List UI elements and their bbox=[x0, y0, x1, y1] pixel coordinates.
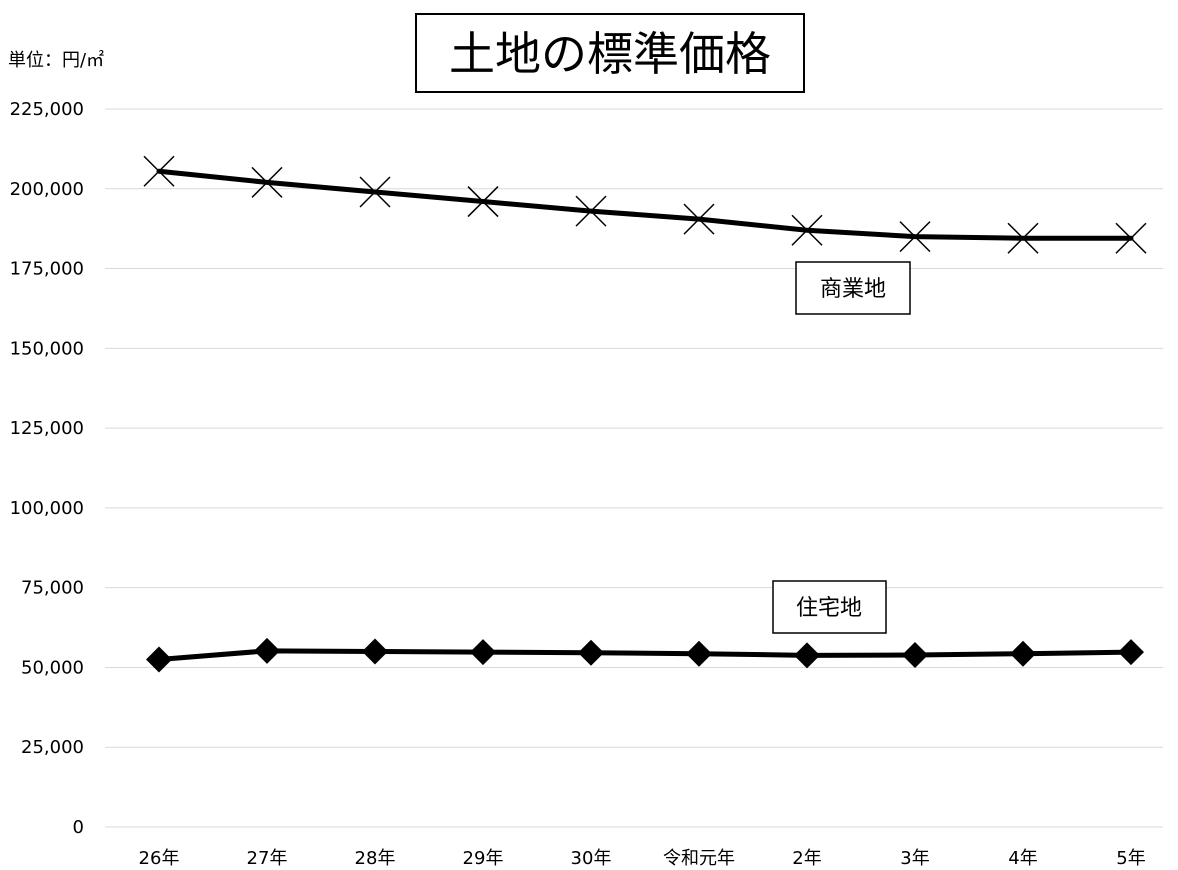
data-point-diamond-marker bbox=[470, 639, 496, 666]
series-line-commercial bbox=[156, 168, 1134, 241]
data-point-x-marker bbox=[899, 221, 931, 253]
x-tick-label: 3年 bbox=[900, 848, 929, 869]
y-tick-label: 25,000 bbox=[21, 737, 84, 758]
y-tick-label: 225,000 bbox=[10, 99, 84, 120]
x-tick-label: 27年 bbox=[247, 848, 288, 869]
data-point-diamond-marker bbox=[794, 642, 820, 669]
series-line-residential bbox=[156, 648, 1134, 662]
y-tick-label: 50,000 bbox=[21, 657, 84, 678]
series-label-box-residential: 住宅地 bbox=[772, 580, 887, 634]
data-point-x-marker bbox=[143, 155, 175, 187]
y-tick-label: 200,000 bbox=[10, 179, 84, 200]
x-tick-label: 29年 bbox=[463, 848, 504, 869]
y-tick-label: 0 bbox=[73, 817, 84, 838]
series-label-commercial: 商業地 bbox=[820, 277, 886, 302]
data-point-diamond-marker bbox=[146, 646, 172, 673]
x-tick-label: 28年 bbox=[355, 848, 396, 869]
x-tick-label: 30年 bbox=[571, 848, 612, 869]
unit-label: 単位：円/㎡ bbox=[8, 49, 104, 71]
chart-title: 土地の標準価格 bbox=[449, 27, 771, 81]
chart-title-box: 土地の標準価格 bbox=[415, 13, 805, 93]
data-point-diamond-marker bbox=[362, 638, 388, 665]
x-tick-label: 2年 bbox=[792, 848, 821, 869]
data-point-x-marker bbox=[251, 166, 283, 198]
data-point-diamond-marker bbox=[902, 641, 928, 668]
x-tick-label: 4年 bbox=[1008, 848, 1037, 869]
x-tick-label: 令和元年 bbox=[663, 848, 735, 869]
data-point-diamond-marker bbox=[1118, 639, 1144, 666]
data-point-x-marker bbox=[359, 176, 391, 208]
data-point-diamond-marker bbox=[254, 637, 280, 664]
data-point-diamond-marker bbox=[686, 640, 712, 667]
y-tick-label: 150,000 bbox=[10, 338, 84, 359]
x-tick-label: 5年 bbox=[1116, 848, 1145, 869]
data-point-x-marker bbox=[1115, 222, 1147, 254]
data-point-x-marker bbox=[791, 214, 823, 246]
series-label-box-commercial: 商業地 bbox=[795, 261, 911, 315]
data-point-x-marker bbox=[1007, 222, 1039, 254]
y-axis-tick-labels: 0 25,000 50,000 75,000 100,000 125,000 150,000… bbox=[10, 99, 84, 838]
x-tick-label: 26年 bbox=[139, 848, 180, 869]
y-tick-label: 175,000 bbox=[10, 259, 84, 280]
y-tick-label: 100,000 bbox=[10, 498, 84, 519]
data-point-diamond-marker bbox=[578, 639, 604, 666]
data-point-x-marker bbox=[683, 203, 715, 235]
data-point-x-marker bbox=[575, 195, 607, 227]
gridlines bbox=[105, 108, 1163, 828]
y-tick-label: 75,000 bbox=[21, 578, 84, 599]
series-layer bbox=[143, 155, 1147, 673]
series-label-residential: 住宅地 bbox=[796, 596, 862, 621]
data-point-diamond-marker bbox=[1010, 640, 1036, 667]
y-tick-label: 125,000 bbox=[10, 418, 84, 439]
data-point-x-marker bbox=[467, 186, 499, 218]
x-axis-tick-labels: 26年 27年 28年 29年 30年 令和元年 2年 3年 4年 5年 bbox=[139, 848, 1146, 869]
